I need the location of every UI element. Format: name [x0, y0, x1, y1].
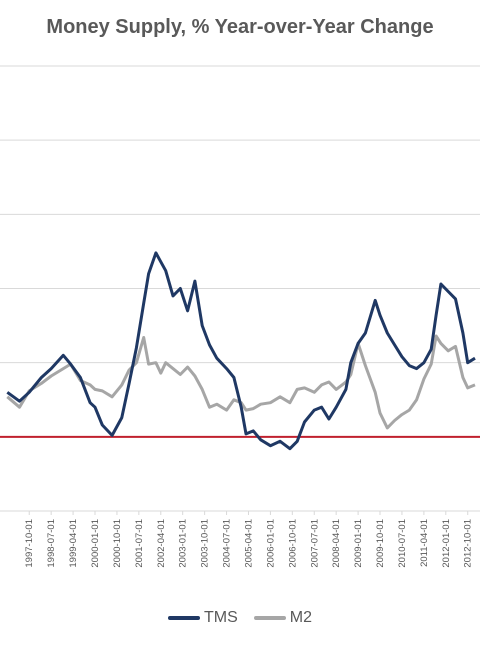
x-axis-tick-labels: 1997-10-01 1998-07-01 1999-04-01 2000-01-01…: [24, 511, 474, 568]
x-tick-label: 2000-01-01: [90, 519, 101, 568]
x-tick-label: 2005-04-01: [244, 519, 255, 568]
legend-swatch-m2: [253, 616, 286, 620]
x-tick-label: 2012-10-01: [463, 519, 474, 568]
series-line-m2: [6, 334, 476, 430]
series-lines: [6, 251, 476, 451]
legend-item-tms: TMS: [167, 609, 238, 627]
x-tick-label: 2003-01-01: [178, 519, 189, 568]
x-tick-label: 2003-10-01: [200, 519, 211, 568]
x-tick-label: 2009-10-01: [375, 519, 386, 568]
x-tick-label: 2009-01-01: [353, 519, 364, 568]
x-tick-label: 2011-04-01: [419, 519, 430, 567]
x-tick-label: 2001-07-01: [134, 519, 145, 568]
x-tick-label: 2012-01-01: [441, 519, 452, 568]
x-tick-label: 2006-01-01: [265, 519, 276, 568]
gridlines: [0, 65, 480, 512]
x-tick-label: 2006-10-01: [287, 519, 298, 568]
legend-swatch-tms: [167, 616, 200, 620]
legend: TMS M2: [0, 609, 480, 627]
x-tick-label: 1997-10-01: [24, 519, 35, 568]
x-tick-label: 1998-07-01: [46, 519, 57, 568]
legend-item-m2: M2: [253, 609, 312, 627]
x-tick-label: 2007-07-01: [309, 519, 320, 568]
x-tick-label: 2004-07-01: [222, 519, 233, 568]
x-tick-label: 2002-04-01: [156, 519, 167, 568]
series-line-tms: [6, 251, 476, 451]
x-tick-label: 2010-07-01: [397, 519, 408, 568]
x-tick-label: 2000-10-01: [112, 519, 123, 568]
x-tick-label: 1999-04-01: [68, 519, 79, 568]
legend-label-tms: TMS: [203, 609, 238, 626]
chart-title: Money Supply, % Year-over-Year Change: [46, 16, 434, 38]
legend-label-m2: M2: [289, 609, 312, 626]
x-tick-label: 2008-04-01: [331, 519, 342, 568]
